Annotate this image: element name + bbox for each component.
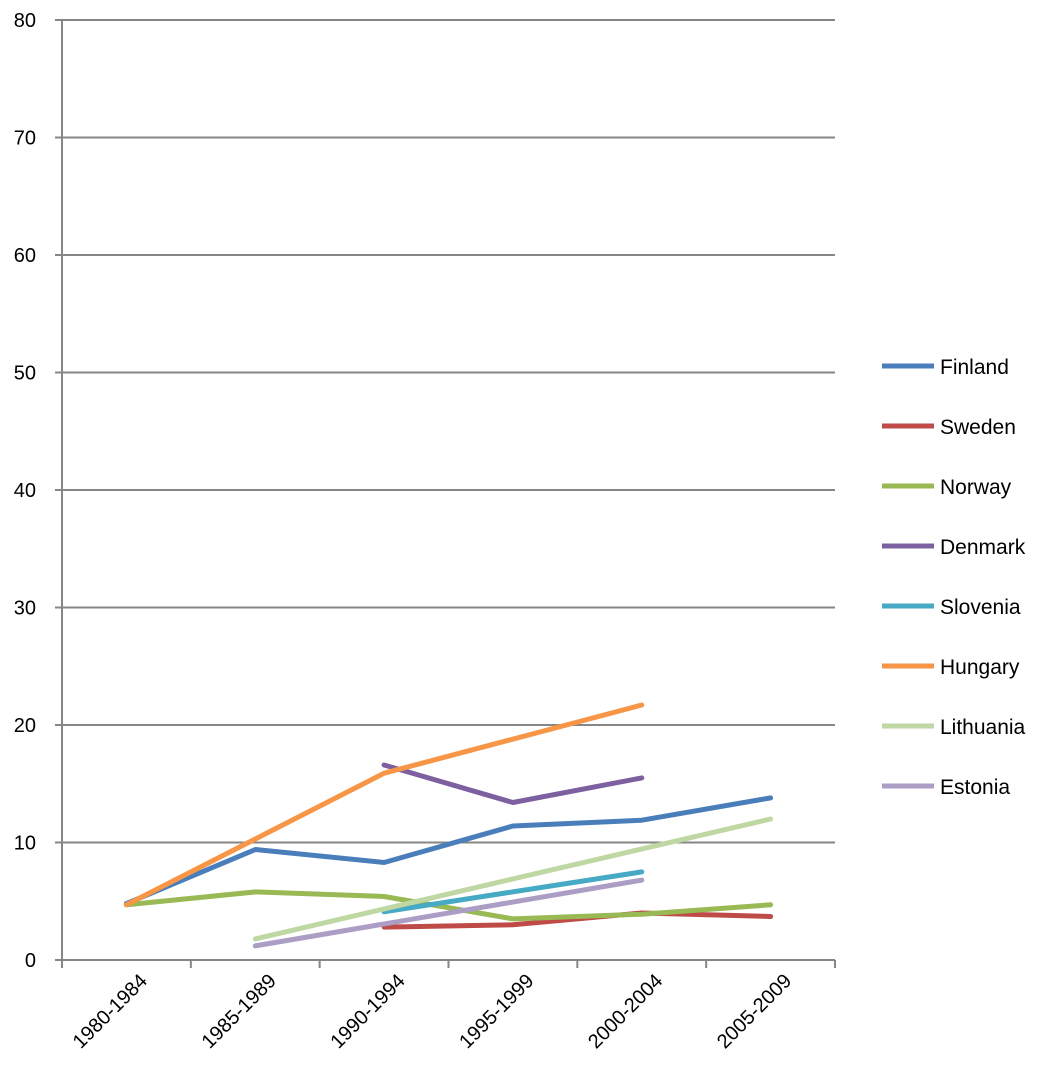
y-tick-label: 20 <box>14 715 36 737</box>
x-tick-label: 1995-1999 <box>455 970 538 1053</box>
legend-item-sweden: Sweden <box>882 416 1016 439</box>
legend-item-lithuania: Lithuania <box>882 716 1026 739</box>
legend-label: Slovenia <box>940 596 1021 619</box>
legend-label: Finland <box>940 356 1009 379</box>
series-lines <box>123 702 774 949</box>
legend-item-slovenia: Slovenia <box>882 596 1021 619</box>
series-line-norway <box>123 889 774 922</box>
x-tick-label: 2005-2009 <box>713 970 796 1053</box>
tick-labels: 0 10 20 30 40 50 60 70 80 1980-1984 1985-1989 1990-… <box>14 10 796 1053</box>
y-tick-label: 10 <box>14 833 36 855</box>
y-tick-label: 30 <box>14 598 36 620</box>
legend-label: Denmark <box>940 536 1026 559</box>
legend-item-denmark: Denmark <box>882 536 1026 559</box>
series-line-lithuania <box>252 816 774 942</box>
gridlines <box>62 19 835 844</box>
series-line-finland <box>123 795 774 907</box>
y-tick-label: 80 <box>14 10 36 32</box>
legend-label: Estonia <box>940 776 1010 799</box>
series-line-denmark <box>381 762 645 805</box>
legend-label: Hungary <box>940 656 1020 679</box>
legend-item-norway: Norway <box>882 476 1012 499</box>
x-tick-label: 1990-1994 <box>326 970 409 1053</box>
series-line-estonia <box>252 877 645 949</box>
y-tick-label: 40 <box>14 480 36 502</box>
x-tick-label: 1980-1984 <box>69 970 152 1053</box>
legend-label: Sweden <box>940 416 1016 439</box>
axes <box>55 19 836 968</box>
x-tick-label: 2000-2004 <box>584 970 667 1053</box>
y-tick-label: 60 <box>14 245 36 267</box>
legend: Finland Sweden Norway Denmark Slovenia Hungar… <box>882 356 1026 799</box>
legend-label: Lithuania <box>940 716 1026 739</box>
legend-item-estonia: Estonia <box>882 776 1010 799</box>
y-tick-label: 50 <box>14 363 36 385</box>
series-line-slovenia <box>381 869 645 915</box>
legend-item-hungary: Hungary <box>882 656 1020 679</box>
legend-label: Norway <box>940 476 1012 499</box>
y-tick-label: 70 <box>14 128 36 150</box>
x-tick-label: 1985-1989 <box>198 970 281 1053</box>
series-line-hungary <box>123 702 645 908</box>
legend-item-finland: Finland <box>882 356 1009 379</box>
y-tick-label: 0 <box>25 950 36 972</box>
